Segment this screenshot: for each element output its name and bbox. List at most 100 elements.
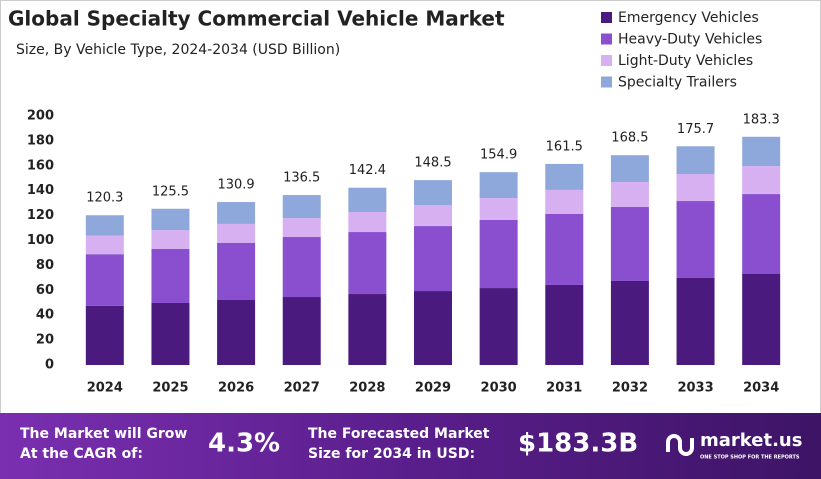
bar-segment	[742, 166, 781, 195]
x-tick-label: 2032	[612, 381, 648, 396]
y-tick-label: 40	[36, 308, 54, 323]
footer-text: The Market will Grow	[20, 426, 187, 442]
total-label: 175.7	[677, 122, 714, 137]
chart-title: Global Specialty Commercial Vehicle Mark…	[8, 7, 505, 31]
bar-segment	[348, 211, 387, 233]
bar-segment	[545, 163, 584, 190]
bar-segment	[676, 201, 715, 278]
total-label: 125.5	[152, 184, 189, 199]
total-label: 142.4	[349, 163, 386, 178]
bar-segment	[282, 237, 321, 298]
bar-segment	[85, 235, 124, 255]
bar-segment	[545, 189, 584, 214]
x-tick-label: 2033	[677, 381, 713, 396]
y-tick-label: 20	[36, 333, 54, 348]
y-tick-label: 0	[45, 358, 54, 373]
bar-segment	[610, 280, 649, 365]
bar-segment	[545, 284, 584, 365]
bar-segment	[282, 218, 321, 238]
x-tick-label: 2029	[415, 381, 451, 396]
brand-logo	[666, 434, 694, 456]
y-tick-label: 80	[36, 258, 54, 273]
footer-value: 4.3%	[208, 429, 280, 459]
total-label: 168.5	[611, 131, 648, 146]
footer-text: Size for 2034 in USD:	[308, 446, 475, 462]
brand-name: market.us	[700, 430, 802, 451]
bar-segment	[414, 291, 452, 365]
footer-banner	[0, 413, 821, 479]
bar-segment	[545, 213, 584, 285]
bar-segment	[742, 136, 781, 167]
bar-segment	[610, 155, 649, 182]
bar-segment	[676, 174, 715, 202]
bar-segment	[479, 198, 518, 220]
legend-label: Light-Duty Vehicles	[618, 53, 753, 69]
bar-segment	[348, 294, 387, 365]
footer: The Market will Grow At the CAGR of: 4.3…	[20, 426, 802, 462]
total-label: 130.9	[217, 178, 254, 193]
total-label: 136.5	[283, 171, 320, 186]
legend-label: Heavy-Duty Vehicles	[618, 32, 762, 48]
x-tick-label: 2030	[481, 381, 517, 396]
y-tick-label: 140	[27, 183, 54, 198]
bar-segment	[85, 215, 124, 236]
footer-text: The Forecasted Market	[308, 426, 490, 442]
bar-segment	[479, 288, 518, 365]
bar-segment	[742, 194, 781, 274]
y-tick-label: 200	[27, 109, 54, 124]
bar-segment	[676, 277, 715, 365]
bar-segment	[348, 232, 387, 295]
bar-segment	[348, 187, 387, 212]
bar-segment	[151, 230, 190, 249]
y-tick-label: 60	[36, 283, 54, 298]
y-tick-label: 100	[27, 233, 54, 248]
bar-segment	[610, 207, 649, 281]
bar-segment	[151, 208, 190, 231]
bar-segment	[742, 273, 781, 365]
total-label: 161.5	[546, 139, 583, 154]
bar-segment	[479, 172, 518, 199]
bar-segment	[217, 242, 256, 301]
x-tick-label: 2028	[349, 381, 385, 396]
bar-segment	[676, 146, 715, 175]
bar-segment	[282, 195, 321, 219]
footer-value: $183.3B	[518, 429, 638, 459]
x-tick-label: 2026	[218, 381, 254, 396]
bar-segment	[151, 248, 190, 303]
x-tick-label: 2031	[546, 381, 582, 396]
total-label: 154.9	[480, 148, 517, 163]
y-tick-label: 180	[27, 133, 54, 148]
bar-segment	[282, 297, 321, 365]
x-tick-label: 2027	[284, 381, 320, 396]
brand-tagline: ONE STOP SHOP FOR THE REPORTS	[700, 455, 800, 461]
x-tick-label: 2034	[743, 381, 779, 396]
total-label: 120.3	[86, 191, 123, 206]
footer-text: At the CAGR of:	[20, 446, 143, 462]
x-tick-label: 2025	[152, 381, 188, 396]
legend-swatch	[601, 33, 612, 45]
legend-swatch	[601, 55, 612, 66]
y-tick-label: 120	[27, 208, 54, 223]
bar-segment	[414, 205, 452, 227]
bar-segment	[217, 223, 256, 243]
total-label: 148.5	[414, 156, 451, 171]
total-label: 183.3	[743, 112, 780, 127]
bar-segment	[151, 302, 190, 365]
bar-segment	[217, 202, 256, 224]
legend-label: Emergency Vehicles	[618, 10, 759, 26]
chart-subtitle: Size, By Vehicle Type, 2024-2034 (USD Bi…	[16, 42, 340, 58]
x-tick-label: 2024	[87, 381, 123, 396]
legend-label: Specialty Trailers	[618, 75, 737, 91]
y-tick-label: 160	[27, 158, 54, 173]
bar-segment	[414, 180, 452, 206]
bar-segment	[85, 305, 124, 365]
legend-swatch	[601, 76, 612, 88]
bar-segment	[85, 254, 124, 306]
bar-segment	[610, 181, 649, 208]
bar-segment	[479, 219, 518, 289]
bar-segment	[217, 300, 256, 365]
legend-swatch	[601, 12, 612, 23]
bar-segment	[414, 226, 452, 292]
